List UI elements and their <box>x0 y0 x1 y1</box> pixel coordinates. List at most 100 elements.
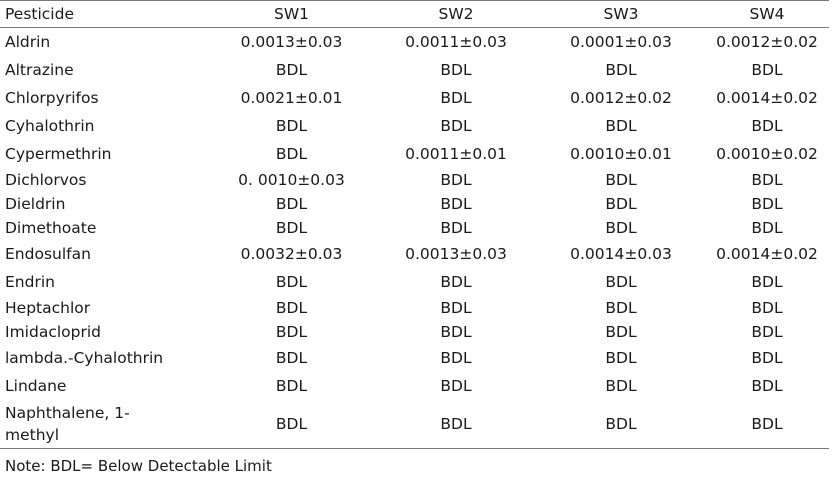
sw1-cell: 0.0032±0.03 <box>240 245 343 263</box>
sw3-cell: BDL <box>605 273 637 291</box>
table-row: Altrazine BDL BDL BDL BDL <box>0 56 829 84</box>
sw4-cell: BDL <box>751 415 783 433</box>
sw2-cell: 0.0013±0.03 <box>405 245 507 263</box>
pesticide-table: Pesticide SW1 SW2 SW3 SW4 Aldrin 0.0013±… <box>0 0 829 449</box>
sw4-cell: BDL <box>751 61 783 79</box>
table-row: Imidacloprid BDL BDL BDL BDL <box>0 320 829 344</box>
sw1-cell: BDL <box>275 61 308 79</box>
sw2-cell: BDL <box>440 323 472 341</box>
sw3-cell: BDL <box>605 117 637 135</box>
pesticide-name-cell: Cyhalothrin <box>5 117 95 135</box>
sw4-cell: 0.0014±0.02 <box>716 89 818 107</box>
sw3-cell: BDL <box>605 219 637 237</box>
table-row: Lindane BDL BDL BDL BDL <box>0 372 829 400</box>
sw1-cell: BDL <box>275 219 308 237</box>
sw4-cell: 0.0014±0.02 <box>716 245 818 263</box>
pesticide-name-cell: Naphthalene, 1-methyl <box>5 404 130 444</box>
sw2-cell: BDL <box>440 299 472 317</box>
sw2-cell: BDL <box>440 171 472 189</box>
sw1-cell: BDL <box>275 377 308 395</box>
table-row: Dimethoate BDL BDL BDL BDL <box>0 216 829 240</box>
sw4-cell: BDL <box>751 323 783 341</box>
sw1-cell: BDL <box>275 415 308 433</box>
sw1-cell: BDL <box>275 195 308 213</box>
sw3-cell: BDL <box>605 299 637 317</box>
sw3-cell: BDL <box>605 195 637 213</box>
table-row: Cyhalothrin BDL BDL BDL BDL <box>0 112 829 140</box>
pesticide-name-cell: Heptachlor <box>5 299 91 317</box>
sw3-cell: BDL <box>605 349 637 367</box>
sw1-cell: 0.0021±0.01 <box>240 89 343 107</box>
table-row: Dichlorvos 0. 0010±0.03 BDL BDL BDL <box>0 168 829 192</box>
pesticide-name-cell: Aldrin <box>5 33 51 51</box>
table-row: Endosulfan 0.0032±0.03 0.0013±0.03 0.001… <box>0 240 829 268</box>
pesticide-name-cell: Dimethoate <box>5 219 97 237</box>
table-row: Naphthalene, 1-methyl BDL BDL BDL BDL <box>0 400 829 449</box>
sw4-cell: 0.0010±0.02 <box>716 145 818 163</box>
sw2-cell: BDL <box>440 377 472 395</box>
sw2-cell: BDL <box>440 349 472 367</box>
header-row: Pesticide SW1 SW2 SW3 SW4 <box>0 0 829 28</box>
pesticide-name-cell: Endrin <box>5 273 55 291</box>
sw2-cell: 0.0011±0.03 <box>405 33 507 51</box>
table-body: Aldrin 0.0013±0.03 0.0011±0.03 0.0001±0.… <box>0 28 829 449</box>
sw4-cell: BDL <box>751 195 783 213</box>
table-row: Heptachlor BDL BDL BDL BDL <box>0 296 829 320</box>
sw3-cell: 0.0010±0.01 <box>570 145 672 163</box>
sw4-cell: BDL <box>751 349 783 367</box>
sw2-cell: BDL <box>440 219 472 237</box>
table-row: Endrin BDL BDL BDL BDL <box>0 268 829 296</box>
sw1-cell: BDL <box>275 145 308 163</box>
pesticide-name-cell: Altrazine <box>5 61 74 79</box>
table-row: Chlorpyrifos 0.0021±0.01 BDL 0.0012±0.02… <box>0 84 829 112</box>
sw2-cell: 0.0011±0.01 <box>405 145 507 163</box>
sw2-cell: BDL <box>440 415 472 433</box>
sw1-cell: 0. 0010±0.03 <box>238 171 345 189</box>
pesticide-name-cell: Imidacloprid <box>5 323 101 341</box>
column-header-pesticide: Pesticide <box>5 5 74 23</box>
column-header-sw3: SW3 <box>603 5 639 23</box>
table-row: Cypermethrin BDL 0.0011±0.01 0.0010±0.01… <box>0 140 829 168</box>
sw4-cell: BDL <box>751 219 783 237</box>
sw2-cell: BDL <box>440 273 472 291</box>
sw3-cell: BDL <box>605 61 637 79</box>
pesticide-name-cell: Dichlorvos <box>5 171 87 189</box>
table-row: Dieldrin BDL BDL BDL BDL <box>0 192 829 216</box>
sw3-cell: BDL <box>605 415 637 433</box>
table-row: lambda.-Cyhalothrin BDL BDL BDL BDL <box>0 344 829 372</box>
sw4-cell: 0.0012±0.02 <box>716 33 818 51</box>
table-row: Aldrin 0.0013±0.03 0.0011±0.03 0.0001±0.… <box>0 28 829 57</box>
column-header-sw4: SW4 <box>749 5 785 23</box>
sw3-cell: 0.0012±0.02 <box>570 89 672 107</box>
sw1-cell: BDL <box>275 299 308 317</box>
sw2-cell: BDL <box>440 61 472 79</box>
pesticide-name-cell: Chlorpyrifos <box>5 89 99 107</box>
sw4-cell: BDL <box>751 377 783 395</box>
pesticide-table-container: Pesticide SW1 SW2 SW3 SW4 Aldrin 0.0013±… <box>0 0 829 449</box>
pesticide-name-cell: Lindane <box>5 377 67 395</box>
table-footnote: Note: BDL= Below Detectable Limit <box>5 457 272 475</box>
sw2-cell: BDL <box>440 117 472 135</box>
sw2-cell: BDL <box>440 195 472 213</box>
column-header-sw2: SW2 <box>438 5 474 23</box>
pesticide-name-cell: Dieldrin <box>5 195 66 213</box>
sw1-cell: BDL <box>275 323 308 341</box>
sw4-cell: BDL <box>751 117 783 135</box>
sw1-cell: BDL <box>275 349 308 367</box>
sw4-cell: BDL <box>751 299 783 317</box>
sw1-cell: 0.0013±0.03 <box>240 33 343 51</box>
sw3-cell: 0.0014±0.03 <box>570 245 672 263</box>
sw1-cell: BDL <box>275 117 308 135</box>
sw1-cell: BDL <box>275 273 308 291</box>
sw3-cell: BDL <box>605 171 637 189</box>
table-header: Pesticide SW1 SW2 SW3 SW4 <box>0 0 829 28</box>
sw3-cell: BDL <box>605 377 637 395</box>
sw3-cell: BDL <box>605 323 637 341</box>
sw4-cell: BDL <box>751 171 783 189</box>
sw2-cell: BDL <box>440 89 472 107</box>
pesticide-name-cell: lambda.-Cyhalothrin <box>5 349 164 367</box>
sw4-cell: BDL <box>751 273 783 291</box>
column-header-sw1: SW1 <box>273 5 310 23</box>
sw3-cell: 0.0001±0.03 <box>570 33 672 51</box>
pesticide-name-cell: Endosulfan <box>5 245 91 263</box>
